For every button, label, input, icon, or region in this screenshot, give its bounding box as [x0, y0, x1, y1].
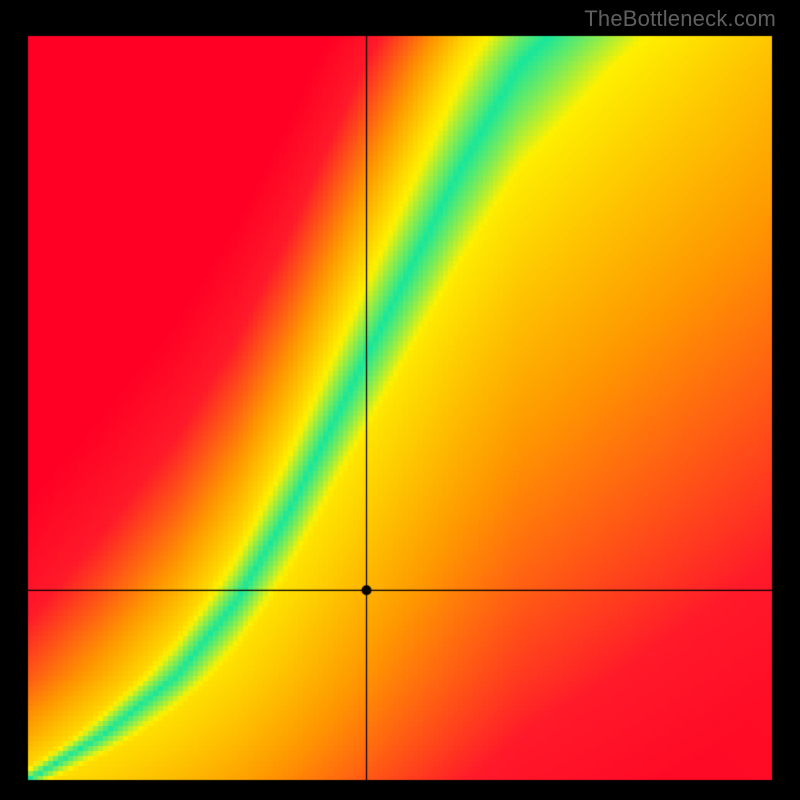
- chart-container: TheBottleneck.com: [0, 0, 800, 800]
- bottleneck-heatmap-canvas: [0, 0, 800, 800]
- watermark-text: TheBottleneck.com: [584, 6, 776, 32]
